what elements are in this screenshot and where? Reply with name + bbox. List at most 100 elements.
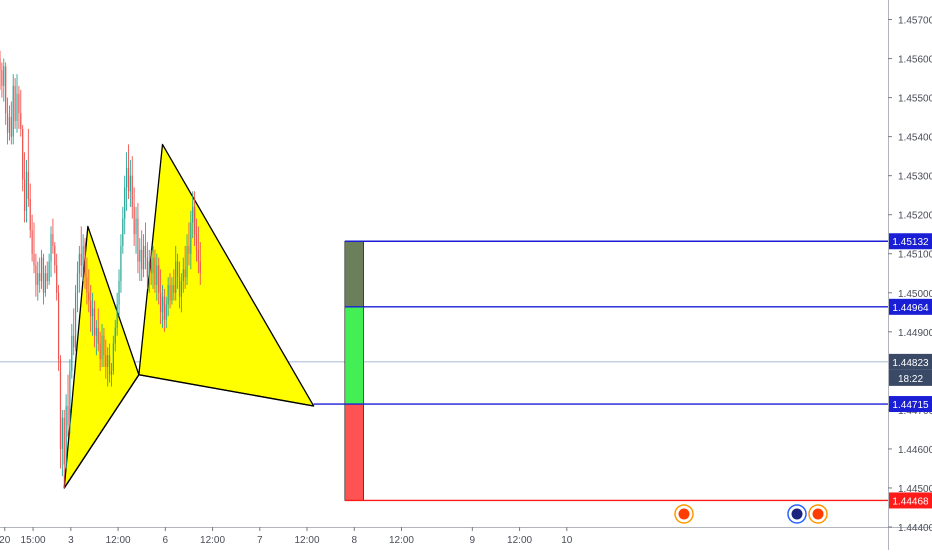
candle-body xyxy=(197,249,199,262)
time-tick-label: 12:00 xyxy=(389,535,414,546)
candle xyxy=(20,89,22,137)
candle-body xyxy=(156,265,158,285)
candle-body xyxy=(171,284,173,301)
candle xyxy=(61,409,63,477)
time-tick-label: 10 xyxy=(561,535,573,546)
price-tick-label: 1.44500 xyxy=(898,484,932,495)
candle xyxy=(182,257,184,293)
candle-body xyxy=(159,292,162,313)
candle xyxy=(199,242,201,285)
candle xyxy=(69,359,71,434)
candle-body xyxy=(63,417,65,465)
candle-body xyxy=(131,175,133,207)
candle xyxy=(78,245,80,293)
candle-body xyxy=(82,245,84,266)
event-eu-icon[interactable] xyxy=(787,504,807,524)
candle-body xyxy=(195,234,198,250)
time-tick-label: 7 xyxy=(257,535,263,546)
candle-body xyxy=(52,234,54,246)
entry-badge-text: 1.44715 xyxy=(892,400,929,411)
candle-body xyxy=(16,93,18,122)
candle xyxy=(86,257,88,305)
candle xyxy=(35,253,37,297)
candle xyxy=(90,284,92,332)
price-tick-label: 1.45000 xyxy=(898,289,932,300)
candle-body xyxy=(25,171,28,211)
price-levels[interactable] xyxy=(313,240,888,502)
candle-body xyxy=(188,245,190,254)
candle xyxy=(76,261,79,313)
stop-loss-badge: 1.44468 xyxy=(889,492,932,509)
candle-body xyxy=(88,292,90,301)
candle-body xyxy=(44,273,46,293)
candle-body xyxy=(8,117,11,133)
candle xyxy=(95,320,97,356)
candle-body xyxy=(90,300,92,317)
candle xyxy=(129,160,131,207)
candle xyxy=(82,234,84,282)
candle-body xyxy=(27,171,29,200)
candle xyxy=(144,222,147,270)
position-tool[interactable] xyxy=(344,240,365,501)
candle xyxy=(44,265,46,297)
candle xyxy=(195,218,198,262)
candle-body xyxy=(161,296,164,313)
candle xyxy=(118,269,120,317)
candle-body xyxy=(1,70,3,86)
candle-body xyxy=(173,284,175,293)
candle-body xyxy=(54,245,56,266)
candle xyxy=(52,218,54,254)
candle-body xyxy=(10,117,12,137)
candle xyxy=(88,269,90,313)
candle xyxy=(0,50,1,90)
candle-body xyxy=(108,355,111,375)
candle xyxy=(167,277,169,317)
target-1-zone[interactable] xyxy=(344,306,365,405)
candle xyxy=(169,273,171,309)
candle xyxy=(8,105,11,141)
event-flag-icon[interactable] xyxy=(674,504,694,524)
candle-body xyxy=(23,179,26,211)
price-tick-label: 1.45400 xyxy=(898,133,932,144)
candle xyxy=(186,234,188,285)
candle xyxy=(112,335,114,375)
candle xyxy=(18,85,20,129)
time-tick-label: 12:00 xyxy=(507,535,532,546)
pattern-leg-bd[interactable] xyxy=(138,374,314,407)
candle-body xyxy=(129,175,131,192)
candle xyxy=(114,320,116,352)
candle xyxy=(148,249,150,293)
target-2-zone[interactable] xyxy=(344,240,365,308)
candle xyxy=(31,214,33,262)
event-flag-icon[interactable] xyxy=(808,504,828,524)
candle xyxy=(12,74,14,145)
candle xyxy=(131,156,133,219)
candle-body xyxy=(6,113,9,133)
pattern-leg-xb[interactable] xyxy=(63,374,140,489)
candle-body xyxy=(5,66,7,114)
time-tick-label: 12:00 xyxy=(200,535,225,546)
candle xyxy=(156,253,158,301)
stop-zone[interactable] xyxy=(344,403,365,501)
candle xyxy=(116,292,118,336)
candle-body xyxy=(40,257,43,282)
candle xyxy=(154,249,156,293)
candle xyxy=(93,300,96,348)
candle xyxy=(5,62,7,125)
take-profit-1-badge-bg xyxy=(889,298,932,315)
price-tick-label: 1.44600 xyxy=(898,445,932,456)
candle xyxy=(46,261,48,289)
candle xyxy=(171,277,173,305)
time-axis[interactable]: 20 15:00 3 12:00 6 12:00 7 12:00 8 12:00 9 12:00 10 xyxy=(0,527,573,546)
candle xyxy=(103,327,105,367)
candle-body xyxy=(86,277,88,293)
entry-badge: 1.44715 xyxy=(889,396,932,413)
take-profit-2-badge-text: 1.45132 xyxy=(892,237,929,248)
economic-events[interactable] xyxy=(674,504,828,524)
price-tick-label: 1.45500 xyxy=(898,94,932,105)
candle-body xyxy=(144,245,147,258)
candle xyxy=(29,183,31,239)
candle xyxy=(161,284,164,328)
